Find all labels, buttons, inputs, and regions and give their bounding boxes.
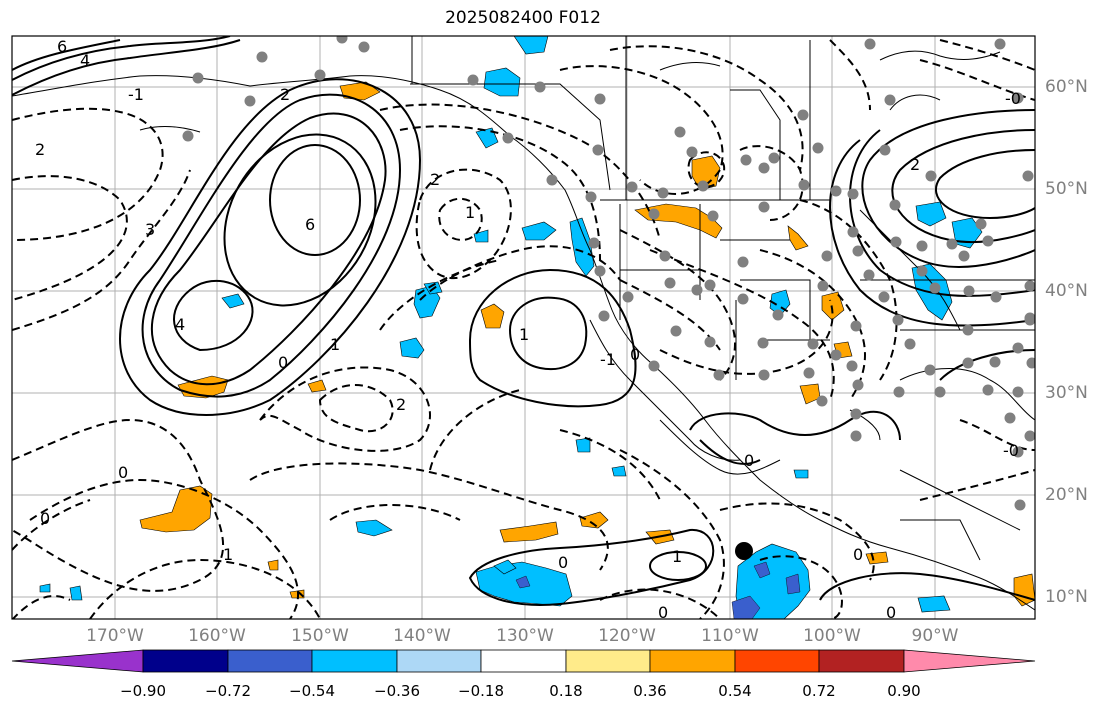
colorbar-tick-label: 0.36	[633, 682, 667, 700]
colorbar-tick-label: 0.90	[887, 682, 921, 700]
lat-label: 20°N	[1045, 485, 1088, 505]
colorbar-bin	[227, 649, 313, 673]
lat-label: 40°N	[1045, 281, 1088, 301]
lon-label: 120°W	[598, 626, 656, 646]
colorbar	[11, 649, 1036, 673]
colorbar-tick-label: 0.18	[549, 682, 583, 700]
contour-label: 4	[80, 51, 90, 70]
contour-label: 0	[118, 463, 128, 482]
contour-label: 2	[396, 395, 406, 414]
coastlines	[12, 36, 1035, 611]
contour-label: 0	[278, 353, 288, 372]
colorbar-max-extend	[903, 649, 1036, 673]
lon-label: 160°W	[188, 626, 246, 646]
lon-label: 110°W	[701, 626, 759, 646]
lon-label: 170°W	[86, 626, 144, 646]
colorbar-bin	[734, 649, 820, 673]
contour-label: 6	[305, 215, 315, 234]
contour-label: 1	[330, 335, 340, 354]
contour-label: 0	[886, 603, 896, 622]
deep-cold-fills	[515, 561, 801, 619]
contour-label: -0	[1003, 441, 1019, 460]
colorbar-tick-label: −0.18	[458, 682, 504, 700]
colorbar-tick-label: −0.36	[374, 682, 420, 700]
contour-label: 2	[35, 140, 45, 159]
lon-label: 100°W	[803, 626, 861, 646]
map-frame	[11, 35, 1036, 620]
contour-label: 1	[465, 203, 475, 222]
contour-label: 0	[744, 451, 754, 470]
contour-label: -1	[600, 350, 616, 369]
contour-labels: 6 4 2 0 1 2 6 4 3 2 -0 2 -0 1 0 0 2 1 0 …	[35, 37, 1021, 622]
lat-label: 50°N	[1045, 179, 1088, 199]
colorbar-bin	[480, 649, 567, 673]
contour-label: 0	[658, 603, 668, 622]
contour-label: 1	[519, 325, 529, 344]
colorbar-tick-label: −0.54	[289, 682, 335, 700]
colorbar-tick-label: −0.90	[120, 682, 166, 700]
colorbar-min-extend	[11, 649, 144, 673]
station-markers	[182, 36, 1035, 511]
lon-label: 150°W	[291, 626, 349, 646]
contour-label: 3	[145, 220, 155, 239]
chart-title: 2025082400 F012	[445, 8, 601, 28]
contour-label: 0	[558, 553, 568, 572]
contour-label: 0	[853, 545, 863, 564]
lon-label: 90°W	[911, 626, 959, 646]
lat-label: 10°N	[1045, 587, 1088, 607]
contour-label: 2	[910, 155, 920, 174]
contour-label: 0	[630, 345, 640, 364]
colorbar-bin	[565, 649, 651, 673]
contour-label: 6	[57, 37, 67, 56]
contour-label: 1	[223, 545, 233, 564]
contours-solid	[12, 36, 1035, 606]
colorbar-bin	[142, 649, 229, 673]
colorbar-bin	[649, 649, 736, 673]
lon-label: 130°W	[496, 626, 554, 646]
contours-dashed	[12, 39, 1035, 619]
contour-label: 1	[672, 547, 682, 566]
contour-label: 4	[175, 315, 185, 334]
contour-label: 2	[280, 85, 290, 104]
colorbar-tick-label: 0.72	[802, 682, 836, 700]
lon-label: 140°W	[393, 626, 451, 646]
contour-label: -0	[1005, 89, 1021, 108]
contour-label: 2	[430, 170, 440, 189]
contour-label: -1	[128, 85, 144, 104]
storm-center-marker	[735, 542, 753, 560]
contour-label: 0	[40, 509, 50, 528]
colorbar-tick-label: 0.54	[718, 682, 752, 700]
lat-label: 30°N	[1045, 383, 1088, 403]
colorbar-bin	[311, 649, 398, 673]
colorbar-tick-label: −0.72	[205, 682, 251, 700]
colorbar-bin	[818, 649, 905, 673]
colorbar-bin	[396, 649, 482, 673]
lat-label: 60°N	[1045, 77, 1088, 97]
